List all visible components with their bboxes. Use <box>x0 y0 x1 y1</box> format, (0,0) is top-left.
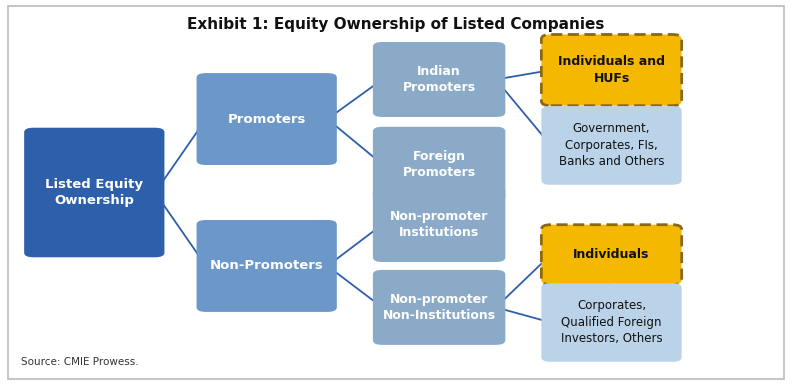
Text: Individuals: Individuals <box>573 248 649 261</box>
FancyBboxPatch shape <box>542 35 682 105</box>
Text: Individuals and
HUFs: Individuals and HUFs <box>558 55 665 85</box>
Text: Non-promoter
Non-Institutions: Non-promoter Non-Institutions <box>383 293 496 322</box>
Text: Non-promoter
Institutions: Non-promoter Institutions <box>390 210 489 239</box>
Text: Source: CMIE Prowess.: Source: CMIE Prowess. <box>21 357 139 367</box>
FancyBboxPatch shape <box>542 106 682 185</box>
FancyBboxPatch shape <box>542 225 682 285</box>
Text: Listed Equity
Ownership: Listed Equity Ownership <box>45 178 143 207</box>
Text: Indian
Promoters: Indian Promoters <box>402 65 476 94</box>
FancyBboxPatch shape <box>542 283 682 362</box>
Text: Government,
Corporates, FIs,
Banks and Others: Government, Corporates, FIs, Banks and O… <box>559 122 664 168</box>
FancyBboxPatch shape <box>373 127 505 202</box>
FancyBboxPatch shape <box>24 128 165 257</box>
FancyBboxPatch shape <box>196 73 337 165</box>
FancyBboxPatch shape <box>373 187 505 262</box>
Text: Non-Promoters: Non-Promoters <box>210 259 324 273</box>
FancyBboxPatch shape <box>196 220 337 312</box>
Text: Exhibit 1: Equity Ownership of Listed Companies: Exhibit 1: Equity Ownership of Listed Co… <box>188 17 604 32</box>
Text: Corporates,
Qualified Foreign
Investors, Others: Corporates, Qualified Foreign Investors,… <box>561 300 662 345</box>
FancyBboxPatch shape <box>373 42 505 117</box>
Text: Promoters: Promoters <box>227 112 306 126</box>
FancyBboxPatch shape <box>373 270 505 345</box>
Text: Foreign
Promoters: Foreign Promoters <box>402 149 476 179</box>
